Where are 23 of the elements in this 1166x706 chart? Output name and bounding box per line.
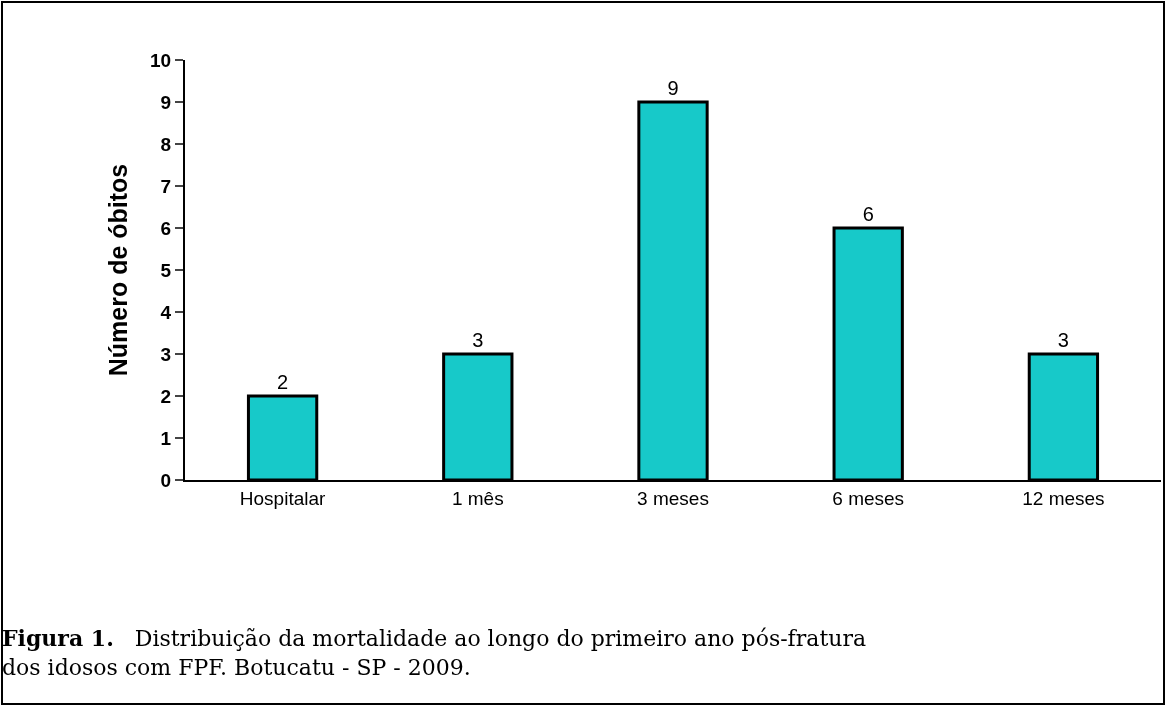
y-tick-label: 4 [160,301,172,323]
y-axis-title: Número de óbitos [104,163,133,377]
y-tick-label: 3 [160,343,172,365]
data-label: 9 [667,77,679,99]
y-tick-label: 2 [160,385,172,407]
y-tick-label: 10 [150,49,172,71]
y-tick-label: 6 [160,217,172,239]
data-label: 3 [1057,329,1069,351]
y-tick-label: 7 [160,175,172,197]
data-label: 2 [277,371,289,393]
x-tick-label: 12 meses [1022,487,1105,509]
x-tick-label: 1 mês [451,487,504,509]
x-tick-label: Hospitalar [239,487,327,509]
y-tick-label: 1 [160,427,172,449]
data-label: 3 [472,329,484,351]
x-tick-label: 6 meses [832,487,905,509]
y-tick-label: 0 [160,469,172,491]
x-tick-label: 3 meses [637,487,709,509]
y-tick-label: 8 [160,133,172,155]
text: Figura 1. [2,625,114,651]
y-tick-label: 5 [160,259,172,281]
data-label: 6 [862,203,874,225]
y-tick-label: 9 [160,91,172,113]
